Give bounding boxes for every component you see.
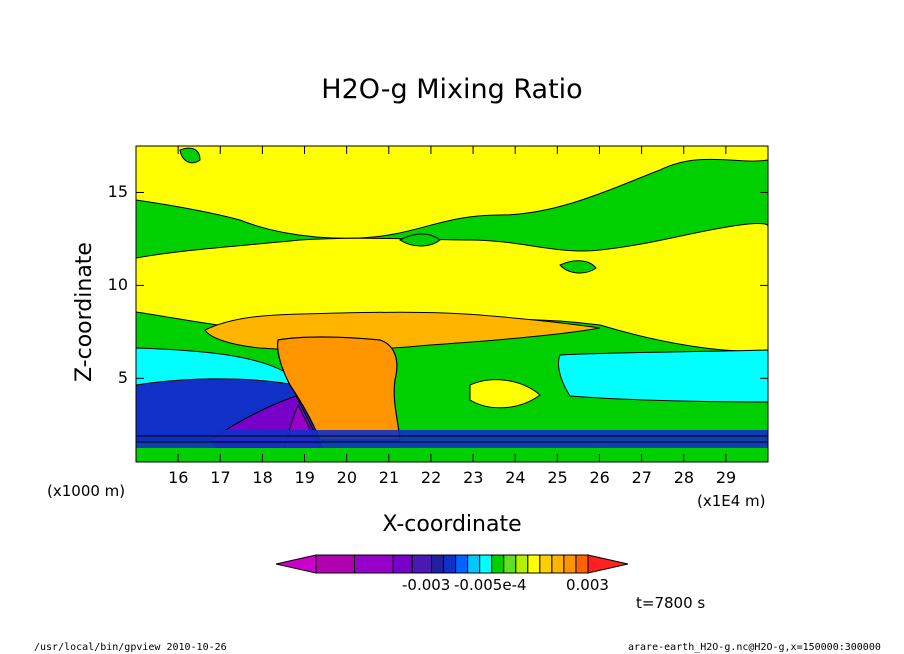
x-tick-label: 23 bbox=[463, 468, 484, 487]
field-cyan-right bbox=[557, 349, 768, 403]
y-tick-label: 10 bbox=[107, 275, 128, 295]
x-tick-label: 25 bbox=[547, 468, 568, 487]
colorbar-swatch bbox=[443, 554, 457, 574]
colorbar-swatch bbox=[431, 554, 445, 574]
x-axis-label: X-coordinate bbox=[382, 512, 522, 537]
footer-right: arare-earth_H2O-g.nc@H2O-g,x=150000:3000… bbox=[628, 642, 881, 653]
colorbar-swatch bbox=[479, 554, 493, 574]
colorbar-swatch bbox=[515, 554, 529, 574]
colorbar-swatch bbox=[551, 554, 565, 574]
x-unit-left: (x1000 m) bbox=[47, 482, 126, 500]
field-surface-contours bbox=[136, 435, 768, 443]
colorbar-swatch bbox=[539, 554, 553, 574]
x-tick-label: 21 bbox=[378, 468, 400, 487]
field-green-island-3 bbox=[179, 147, 201, 164]
x-tick-label: 27 bbox=[631, 468, 652, 487]
colorbar-swatch bbox=[467, 554, 481, 574]
field-yellow-patch bbox=[469, 379, 541, 409]
colorbar-label: -0.003 bbox=[402, 576, 451, 594]
field-surface-band bbox=[136, 430, 768, 448]
x-tick-label: 18 bbox=[252, 468, 273, 487]
colorbar-swatch bbox=[392, 554, 413, 574]
field-yellow-upper bbox=[136, 146, 768, 239]
x-tick-label: 16 bbox=[168, 468, 189, 487]
y-tick-label: 15 bbox=[107, 182, 128, 202]
field-orange-core bbox=[277, 336, 401, 441]
x-unit-right: (x1E4 m) bbox=[697, 492, 766, 510]
x-tick-label: 26 bbox=[589, 468, 610, 487]
colorbar-swatch bbox=[315, 554, 356, 574]
x-tick-label: 28 bbox=[673, 468, 695, 487]
field-green-island-1 bbox=[399, 233, 441, 247]
colorbar-label: -0.005e-4 bbox=[454, 576, 527, 594]
y-tick-label: 5 bbox=[117, 368, 128, 388]
colorbar-high-arrow bbox=[587, 554, 629, 574]
colorbar-swatch bbox=[563, 554, 577, 574]
y-tick-marks bbox=[136, 191, 768, 379]
footer-left: /usr/local/bin/gpview 2010-10-26 bbox=[34, 642, 227, 653]
colorbar-swatch bbox=[503, 554, 517, 574]
field-surface-green bbox=[136, 448, 768, 462]
colorbar-label: 0.003 bbox=[566, 576, 609, 594]
x-tick-label: 20 bbox=[336, 468, 358, 487]
y-axis-label: Z-coordinate bbox=[72, 242, 97, 382]
time-label: t=7800 s bbox=[636, 594, 706, 612]
colorbar bbox=[275, 554, 629, 574]
x-tick-label: 24 bbox=[505, 468, 526, 487]
colorbar-swatch bbox=[354, 554, 394, 574]
field-green-island-2 bbox=[559, 260, 597, 274]
x-tick-label: 17 bbox=[210, 468, 231, 487]
x-tick-label: 29 bbox=[715, 468, 737, 487]
plot-frame bbox=[135, 145, 769, 463]
colorbar-swatch bbox=[491, 554, 505, 574]
colorbar-swatch bbox=[575, 554, 589, 574]
colorbar-low-arrow bbox=[275, 554, 317, 574]
colorbar-swatch bbox=[455, 554, 469, 574]
x-tick-marks bbox=[177, 146, 727, 462]
x-tick-label: 19 bbox=[294, 468, 315, 487]
colorbar-swatch bbox=[527, 554, 541, 574]
colorbar-swatch bbox=[411, 554, 433, 574]
x-tick-label: 22 bbox=[420, 468, 442, 487]
chart-title: H2O-g Mixing Ratio bbox=[321, 74, 583, 105]
